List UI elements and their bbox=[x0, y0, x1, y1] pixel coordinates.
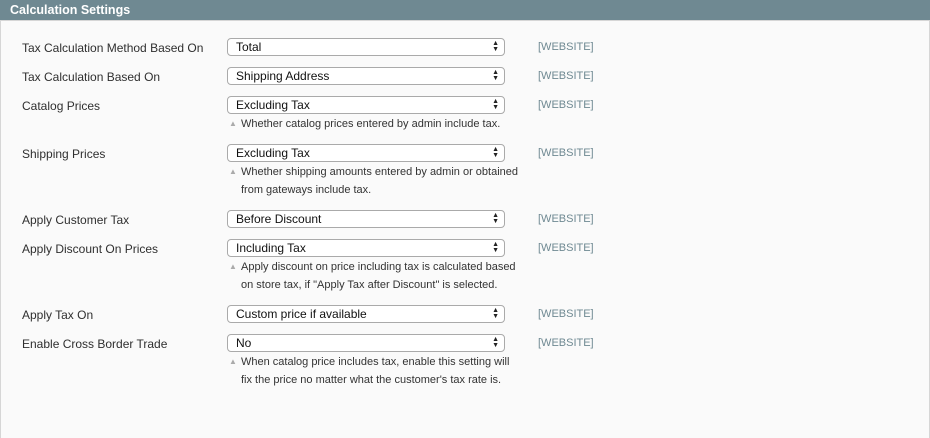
scope-label: [WEBSITE] bbox=[538, 242, 594, 254]
scope-label: [WEBSITE] bbox=[538, 337, 594, 349]
field-label: Enable Cross Border Trade bbox=[22, 337, 168, 351]
scope-label: [WEBSITE] bbox=[538, 99, 594, 111]
settings-form: Tax Calculation Method Based On Total ▲ ▼… bbox=[0, 21, 930, 438]
select-value: Custom price if available bbox=[236, 307, 367, 321]
select-value: Before Discount bbox=[236, 212, 322, 226]
scope-label: [WEBSITE] bbox=[538, 308, 594, 320]
field-note: ▲ Whether shipping amounts entered by adm… bbox=[229, 163, 521, 199]
field-label: Tax Calculation Method Based On bbox=[22, 41, 204, 55]
note-text: When catalog price includes tax, enable … bbox=[241, 356, 510, 386]
shipping-prices-select[interactable]: Excluding Tax ▲ ▼ bbox=[227, 144, 505, 162]
apply-customer-tax-select[interactable]: Before Discount ▲ ▼ bbox=[227, 210, 505, 228]
apply-discount-on-prices-select[interactable]: Including Tax ▲ ▼ bbox=[227, 239, 505, 257]
field-label: Shipping Prices bbox=[22, 147, 106, 161]
select-value: Shipping Address bbox=[236, 69, 330, 83]
field-row-catalog-prices: Catalog Prices Excluding Tax ▲ ▼ [WEBSITE… bbox=[1, 96, 929, 144]
up-down-arrows-icon: ▲ ▼ bbox=[492, 98, 499, 111]
field-row-tax-calculation-based-on: Tax Calculation Based On Shipping Addres… bbox=[1, 67, 929, 96]
select-value: Total bbox=[236, 40, 262, 54]
triangle-up-icon: ▲ bbox=[229, 119, 237, 128]
triangle-up-icon: ▲ bbox=[229, 262, 237, 271]
up-down-arrows-icon: ▲ ▼ bbox=[492, 336, 499, 349]
up-down-arrows-icon: ▲ ▼ bbox=[492, 69, 499, 82]
select-value: Including Tax bbox=[236, 241, 306, 255]
field-label: Catalog Prices bbox=[22, 99, 101, 113]
field-row-apply-discount-on-prices: Apply Discount On Prices Including Tax ▲… bbox=[1, 239, 929, 305]
field-row-apply-customer-tax: Apply Customer Tax Before Discount ▲ ▼ [W… bbox=[1, 210, 929, 239]
field-note: ▲ When catalog price includes tax, enable… bbox=[229, 353, 521, 389]
note-text: Apply discount on price including tax is… bbox=[241, 261, 516, 291]
field-label: Apply Tax On bbox=[22, 308, 94, 322]
field-label: Tax Calculation Based On bbox=[22, 70, 161, 84]
catalog-prices-select[interactable]: Excluding Tax ▲ ▼ bbox=[227, 96, 505, 114]
triangle-up-icon: ▲ bbox=[229, 357, 237, 366]
up-down-arrows-icon: ▲ ▼ bbox=[492, 212, 499, 225]
up-down-arrows-icon: ▲ ▼ bbox=[492, 307, 499, 320]
enable-cross-border-trade-select[interactable]: No ▲ ▼ bbox=[227, 334, 505, 352]
field-label: Apply Discount On Prices bbox=[22, 242, 159, 256]
select-value: No bbox=[236, 336, 252, 350]
field-note: ▲ Apply discount on price including tax i… bbox=[229, 258, 521, 294]
up-down-arrows-icon: ▲ ▼ bbox=[492, 40, 499, 53]
section-header[interactable]: Calculation Settings bbox=[0, 0, 930, 21]
up-down-arrows-icon: ▲ ▼ bbox=[492, 146, 499, 159]
scope-label: [WEBSITE] bbox=[538, 147, 594, 159]
note-text: Whether catalog prices entered by admin … bbox=[241, 118, 501, 130]
apply-tax-on-select[interactable]: Custom price if available ▲ ▼ bbox=[227, 305, 505, 323]
field-label: Apply Customer Tax bbox=[22, 213, 130, 227]
scope-label: [WEBSITE] bbox=[538, 213, 594, 225]
tax-calculation-method-based-on-select[interactable]: Total ▲ ▼ bbox=[227, 38, 505, 56]
note-text: Whether shipping amounts entered by admi… bbox=[241, 166, 519, 196]
field-note: ▲ Whether catalog prices entered by admin… bbox=[229, 115, 521, 133]
scope-label: [WEBSITE] bbox=[538, 70, 594, 82]
scope-label: [WEBSITE] bbox=[538, 41, 594, 53]
field-row-apply-tax-on: Apply Tax On Custom price if available ▲… bbox=[1, 305, 929, 334]
select-value: Excluding Tax bbox=[236, 146, 310, 160]
triangle-up-icon: ▲ bbox=[229, 167, 237, 176]
up-down-arrows-icon: ▲ ▼ bbox=[492, 241, 499, 254]
field-row-shipping-prices: Shipping Prices Excluding Tax ▲ ▼ [WEBSIT… bbox=[1, 144, 929, 210]
field-row-tax-calculation-method-based-on: Tax Calculation Method Based On Total ▲ ▼… bbox=[1, 38, 929, 67]
select-value: Excluding Tax bbox=[236, 98, 310, 112]
tax-calculation-based-on-select[interactable]: Shipping Address ▲ ▼ bbox=[227, 67, 505, 85]
field-row-enable-cross-border-trade: Enable Cross Border Trade No ▲ ▼ [WEBSITE… bbox=[1, 334, 929, 400]
